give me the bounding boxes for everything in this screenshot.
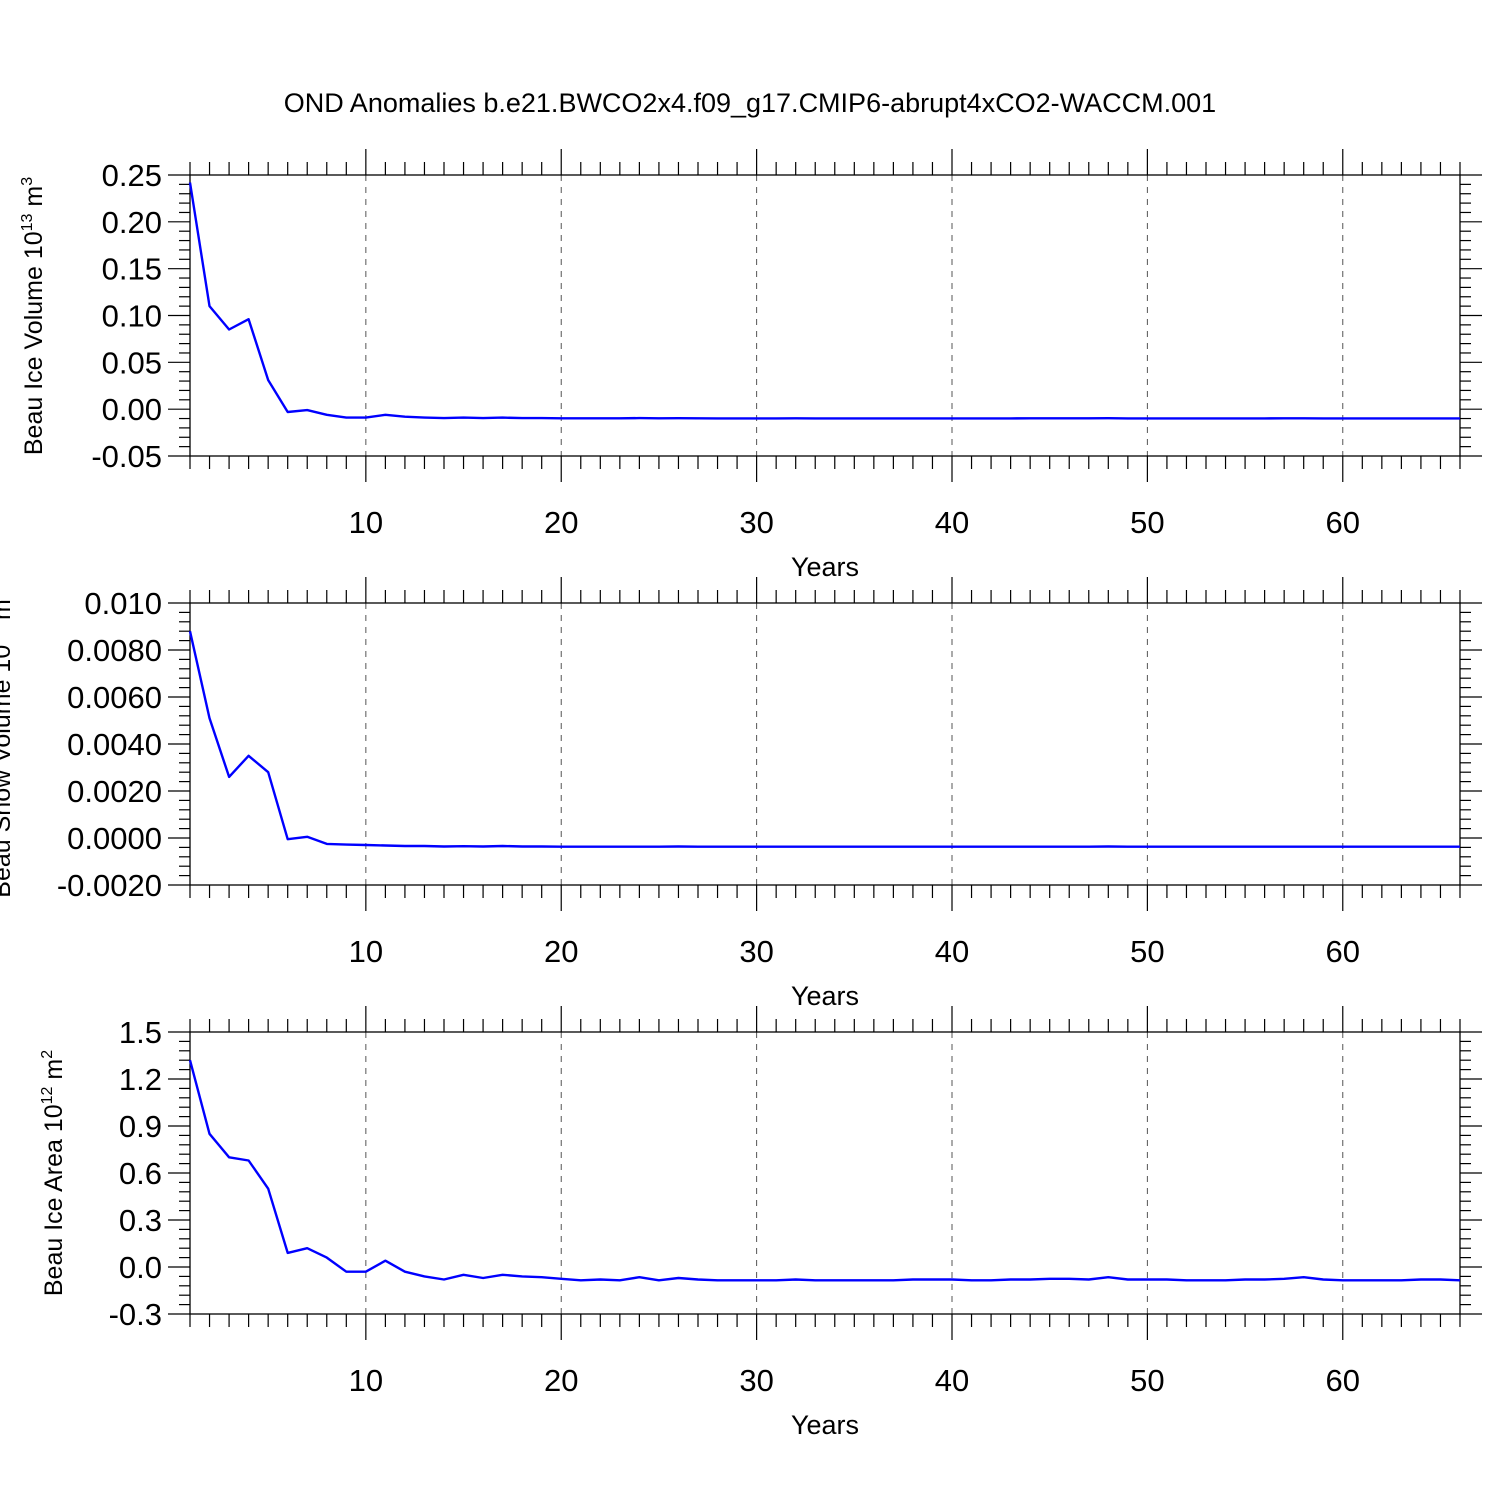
x-tick-label: 40 (935, 934, 969, 969)
series-line (188, 1059, 1461, 1282)
x-tick-label: 40 (935, 1363, 969, 1398)
x-tick-label: 30 (739, 505, 773, 540)
y-axis-label-superscript: 13 (19, 213, 36, 231)
y-tick-label: 0.25 (102, 158, 162, 193)
x-tick-label: 30 (739, 1363, 773, 1398)
y-tick-label: 0.10 (102, 299, 162, 334)
y-axis-label-superscript: 12 (39, 1086, 56, 1104)
panel-1: -0.05 0.00 0.05 0.10 0.15 0.20 0.25 10 20 30 40 50 6… (19, 149, 1482, 582)
y-axis-label-text: m (20, 186, 48, 214)
x-tick-label: 20 (544, 505, 578, 540)
x-tick-label: 50 (1130, 1363, 1164, 1398)
x-tick-label: 10 (349, 505, 383, 540)
y-axis-label: Beau Snow Volume 1013 m3 (0, 590, 16, 898)
y-axis-label: Beau Ice Volume 1013 m3 (19, 177, 48, 455)
x-tick-label: 40 (935, 505, 969, 540)
panel-3: -0.3 0.0 0.3 0.6 0.9 1.2 1.5 10 20 30 40 50 60 Years B… (39, 1006, 1482, 1440)
y-axis-label-text: Beau Ice Area 10 (40, 1104, 68, 1296)
x-axis-label: Years (791, 1410, 859, 1440)
series-line (188, 182, 1460, 420)
y-axis-label-text: Beau Ice Volume 10 (20, 231, 48, 455)
y-tick-label: -0.05 (91, 439, 162, 474)
x-tick-label: 20 (544, 1363, 578, 1398)
x-tick-label: 30 (739, 934, 773, 969)
y-tick-label: 0.010 (84, 586, 162, 621)
y-axis-label-text: m (40, 1059, 68, 1087)
x-tick-label: 20 (544, 934, 578, 969)
x-tick-label: 10 (349, 934, 383, 969)
plot-frame (189, 602, 1461, 886)
x-tick-label: 60 (1326, 934, 1360, 969)
x-axis-label: Years (791, 981, 859, 1011)
main-title: OND Anomalies b.e21.BWCO2x4.f09_g17.CMIP… (284, 88, 1216, 118)
y-tick-label: 1.5 (119, 1015, 162, 1050)
y-tick-label: 0.3 (119, 1203, 162, 1238)
y-axis-label: Beau Ice Area 1012 m2 (39, 1050, 68, 1296)
y-axis-label-superscript: 13 (0, 627, 4, 645)
x-tick-label: 60 (1326, 1363, 1360, 1398)
y-axis-label-superscript: 3 (19, 177, 36, 186)
plot-frame (189, 174, 1461, 457)
y-tick-label: -0.3 (109, 1297, 162, 1332)
x-tick-label: 10 (349, 1363, 383, 1398)
y-tick-label: 0.0 (119, 1250, 162, 1285)
y-tick-label: 0.0020 (67, 774, 162, 809)
y-tick-label: 0.0040 (67, 727, 162, 762)
series-line (188, 630, 1460, 848)
y-tick-label: 0.0000 (67, 821, 162, 856)
y-tick-label: 0.0080 (67, 633, 162, 668)
y-tick-label: 0.15 (102, 252, 162, 287)
y-axis-label-text: Beau Snow Volume 10 (0, 645, 16, 898)
y-tick-label: 0.0060 (67, 680, 162, 715)
y-tick-label: -0.0020 (57, 868, 162, 903)
y-tick-label: 0.20 (102, 205, 162, 240)
y-axis-label-superscript: 3 (0, 590, 4, 599)
x-axis-label: Years (791, 552, 859, 582)
x-tick-label: 50 (1130, 505, 1164, 540)
panel-2: -0.0020 0.0000 0.0020 0.0040 0.0060 0.0080 0.0… (0, 577, 1482, 1011)
y-tick-label: 0.6 (119, 1156, 162, 1191)
panels: -0.05 0.00 0.05 0.10 0.15 0.20 0.25 10 20 30 40 50 6… (0, 149, 1482, 1440)
x-tick-label: 60 (1326, 505, 1360, 540)
plot-frame (189, 1031, 1461, 1315)
y-tick-label: 0.00 (102, 392, 162, 427)
x-tick-label: 50 (1130, 934, 1164, 969)
y-axis-label-text: m (0, 599, 16, 627)
y-tick-label: 0.9 (119, 1109, 162, 1144)
y-axis-label-superscript: 2 (39, 1050, 56, 1059)
y-tick-label: 0.05 (102, 345, 162, 380)
y-tick-label: 1.2 (119, 1062, 162, 1097)
